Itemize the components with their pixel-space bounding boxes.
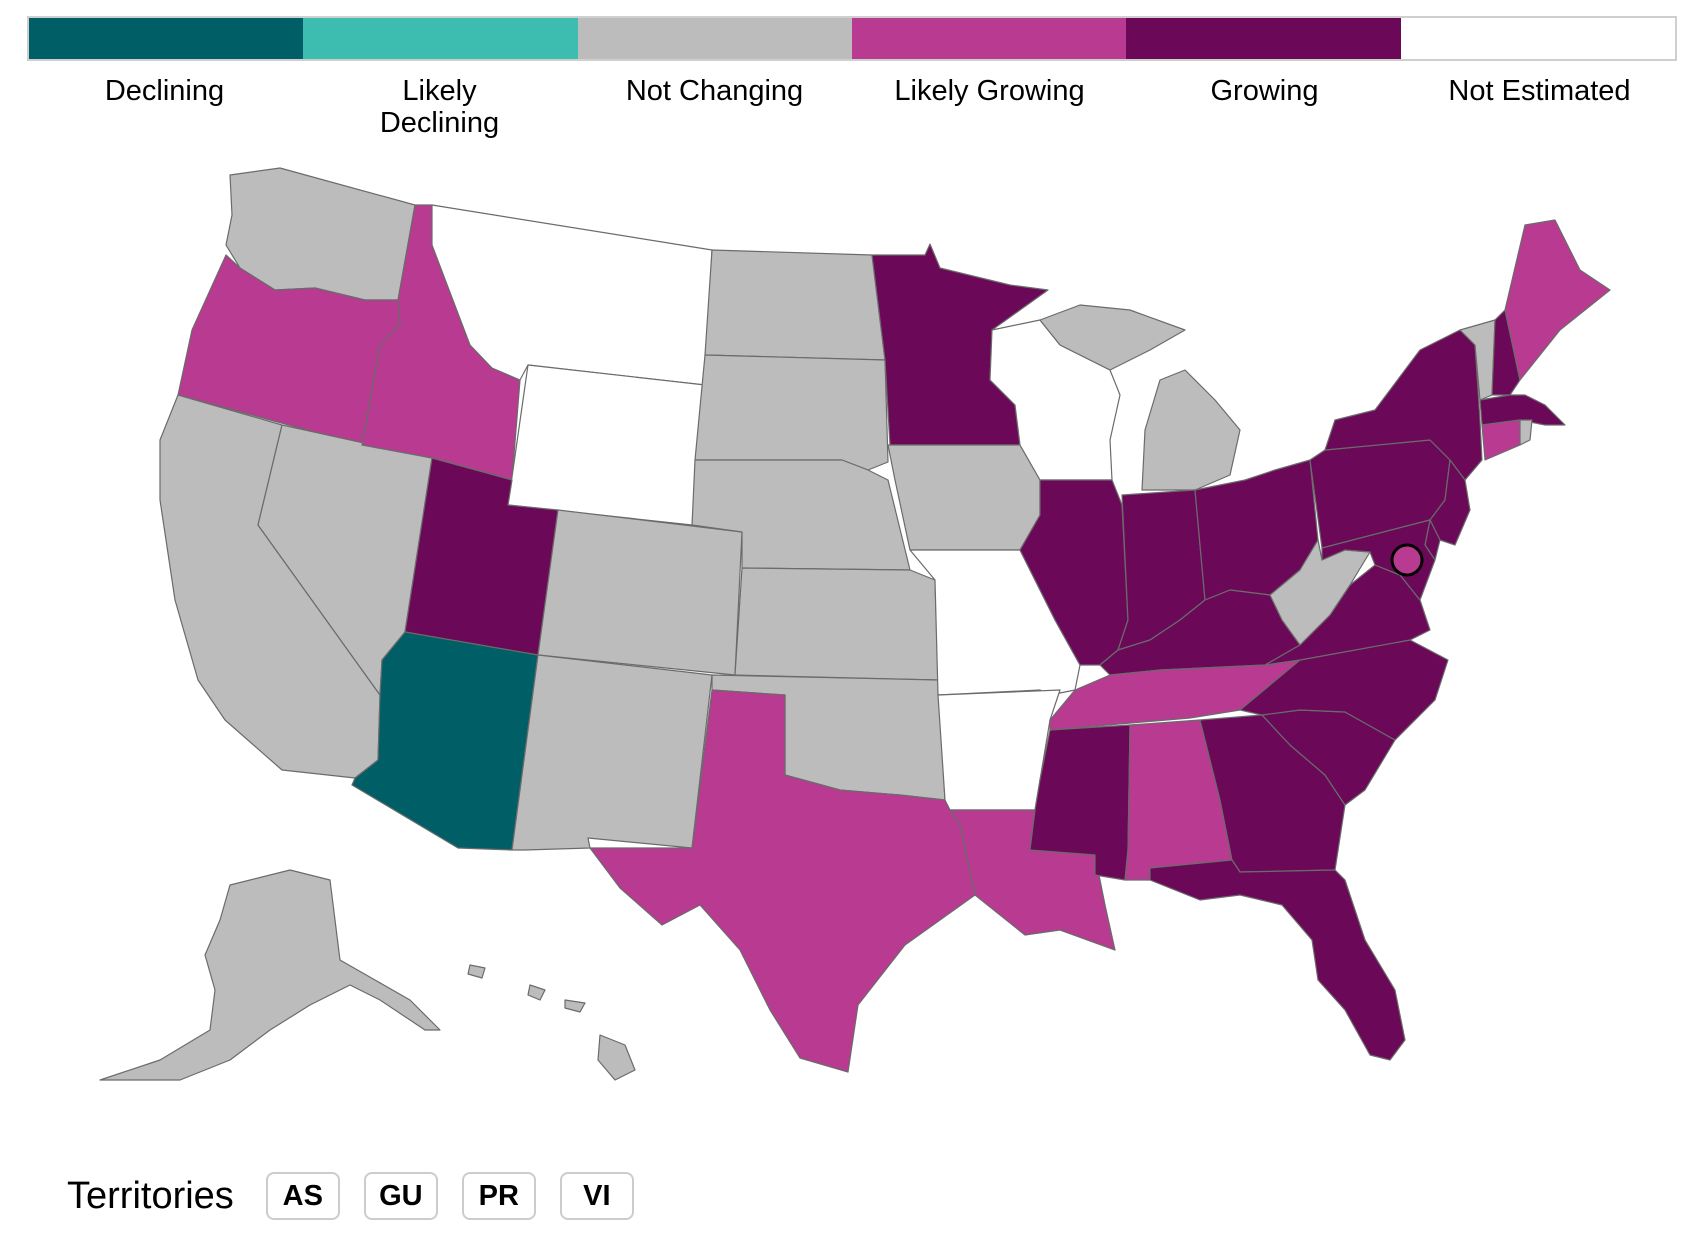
state-south-dakota[interactable]: [694, 354, 889, 471]
state-kansas[interactable]: [734, 567, 939, 681]
legend-swatch-declining: [29, 18, 304, 59]
us-map: [0, 150, 1703, 1110]
legend-swatch-not-estimated: [1400, 18, 1675, 59]
us-map-svg: [99, 167, 1611, 1081]
state-connecticut[interactable]: [1481, 419, 1521, 461]
state-alaska[interactable]: [99, 869, 441, 1081]
state-florida[interactable]: [1149, 859, 1406, 1061]
state-wyoming[interactable]: [507, 364, 706, 526]
state-new-hampshire[interactable]: [1491, 309, 1521, 396]
legend-swatch-growing: [1126, 18, 1401, 59]
territories-bar: Territories AS GU PR VI: [67, 1172, 658, 1220]
state-north-dakota[interactable]: [704, 249, 886, 361]
state-new-york[interactable]: [1324, 329, 1483, 481]
legend-color-bar: [27, 16, 1677, 61]
territory-button-as[interactable]: AS: [265, 1172, 340, 1220]
legend: Declining Likely Declining Not Changing …: [27, 16, 1677, 139]
state-illinois[interactable]: [1019, 479, 1129, 666]
state-texas[interactable]: [589, 689, 976, 1073]
territory-button-pr[interactable]: PR: [461, 1172, 536, 1220]
state-new-jersey[interactable]: [1429, 459, 1471, 546]
state-new-mexico[interactable]: [511, 654, 713, 851]
state-rhode-island[interactable]: [1519, 419, 1533, 446]
territory-button-gu[interactable]: GU: [363, 1172, 438, 1220]
legend-swatch-not-changing: [577, 18, 852, 59]
state-iowa[interactable]: [887, 444, 1041, 551]
legend-swatch-likely-declining: [303, 18, 578, 59]
state-maine[interactable]: [1504, 219, 1611, 381]
state-vermont[interactable]: [1459, 319, 1496, 401]
legend-swatch-likely-growing: [851, 18, 1127, 59]
legend-label-growing: Growing: [1210, 75, 1319, 107]
territory-button-vi[interactable]: VI: [559, 1172, 634, 1220]
territories-label: Territories: [67, 1174, 234, 1217]
legend-label-likely-growing: Likely Growing: [894, 75, 1085, 107]
legend-label-not-changing: Not Changing: [625, 75, 804, 107]
state-maryland[interactable]: [1321, 519, 1436, 601]
legend-label-declining: Declining: [104, 75, 225, 107]
dc-marker[interactable]: [1390, 543, 1424, 577]
legend-label-not-estimated: Not Estimated: [1448, 75, 1631, 107]
state-michigan[interactable]: [1039, 304, 1241, 491]
state-colorado[interactable]: [537, 509, 743, 676]
state-hawaii[interactable]: [467, 964, 636, 1081]
legend-label-likely-declining: Likely Declining: [379, 75, 500, 139]
